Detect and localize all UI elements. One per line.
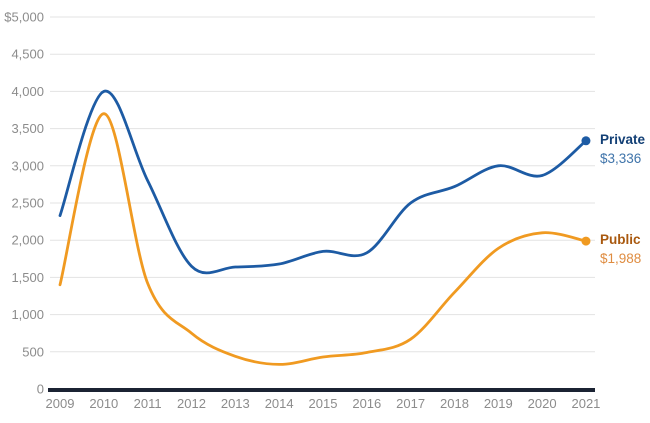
y-tick-label: 2,000 — [11, 233, 44, 248]
x-tick-label: 2012 — [177, 396, 206, 411]
series-name-public: Public — [600, 232, 641, 248]
y-tick-label: 3,000 — [11, 158, 44, 173]
y-tick-label: 4,000 — [11, 84, 44, 99]
series-value-private: $3,336 — [600, 150, 642, 166]
series-label-public: Public $1,988 — [600, 230, 641, 268]
x-tick-label: 2018 — [440, 396, 469, 411]
private-end-dot — [581, 136, 591, 146]
x-tick-label: 2020 — [528, 396, 557, 411]
series-value-public: $1,988 — [600, 251, 642, 267]
y-tick-label: 4,500 — [11, 47, 44, 62]
x-tick-label: 2019 — [484, 396, 513, 411]
public-end-dot — [581, 236, 591, 246]
x-tick-label: 2021 — [571, 396, 600, 411]
x-tick-label: 2014 — [265, 396, 294, 411]
private-line — [58, 89, 588, 275]
y-tick-label: 1,500 — [11, 270, 44, 285]
x-tick-label: 2013 — [221, 396, 250, 411]
y-tick-label: 0 — [37, 382, 44, 397]
y-tick-label: 2,500 — [11, 196, 44, 211]
y-tick-label: 3,500 — [11, 121, 44, 136]
series-label-private: Private $3,336 — [600, 130, 645, 168]
x-tick-label: 2016 — [352, 396, 381, 411]
public-line — [58, 112, 588, 366]
series-name-private: Private — [600, 131, 646, 147]
y-tick-label: 500 — [22, 344, 44, 359]
x-tick-label: 2011 — [134, 396, 162, 411]
y-tick-label: 1,000 — [11, 307, 44, 322]
x-tick-label: 2010 — [89, 396, 118, 411]
x-tick-label: 2017 — [396, 396, 425, 411]
x-tick-label: 2015 — [309, 396, 338, 411]
y-tick-label: $5,000 — [4, 10, 44, 25]
x-tick-label: 2009 — [46, 396, 75, 411]
